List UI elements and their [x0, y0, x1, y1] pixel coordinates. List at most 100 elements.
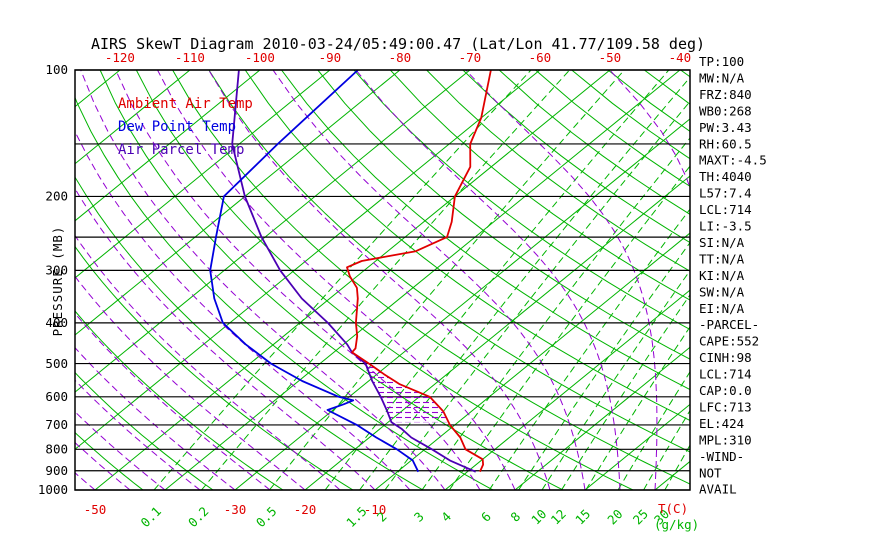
- side-panel-item: NOT: [699, 465, 722, 480]
- mixing-ratio-line: [664, 444, 690, 490]
- mixing-ratio-line: [541, 269, 690, 490]
- moist-adiabat-line: [75, 441, 131, 490]
- mixing-ratio-line: [585, 326, 690, 490]
- mixing-ratio-line: [384, 100, 690, 490]
- side-panel-item: AVAIL: [699, 482, 737, 497]
- mixing-ratio-tick-label: 0.1: [138, 504, 165, 531]
- moist-adiabat-line: [355, 70, 621, 490]
- top-temp-tick-label: -50: [599, 50, 622, 65]
- pressure-tick-label: 700: [45, 417, 68, 432]
- isotherm-line: [444, 289, 690, 490]
- pressure-tick-label: 1000: [38, 482, 68, 497]
- mixing-ratio-tick-label: 10: [528, 506, 549, 527]
- y-axis-label: PRESSURE (MB): [50, 226, 65, 337]
- side-panel-item: SI:N/A: [699, 235, 745, 250]
- isotherm-line: [374, 232, 690, 490]
- side-panel-item: FRZ:840: [699, 87, 752, 102]
- moist-adiabat-line: [272, 70, 586, 490]
- dry-adiabat-line: [644, 70, 690, 105]
- dry-adiabat-line: [208, 70, 690, 453]
- mixing-ratio-tick-label: 3: [411, 509, 427, 525]
- top-temp-tick-label: -60: [529, 50, 552, 65]
- pressure-tick-label: 300: [45, 263, 68, 278]
- side-panel-item: MPL:310: [699, 432, 752, 447]
- mixing-ratio-line: [561, 294, 690, 490]
- mixing-ratio-line: [324, 70, 670, 490]
- isotherm-line: [164, 70, 681, 490]
- pressure-tick-label: 100: [45, 62, 68, 77]
- moist-adiabat-line: [75, 312, 271, 490]
- bottom-temp-tick-label: -10: [364, 502, 387, 517]
- side-panel-item: TT:N/A: [699, 251, 745, 266]
- pressure-tick-label: 900: [45, 463, 68, 478]
- isotherm-line: [0, 70, 50, 490]
- side-panel-item: LI:-3.5: [699, 219, 752, 234]
- side-panel-item: WB0:268: [699, 103, 752, 118]
- side-panel-item: LFC:713: [699, 399, 752, 414]
- mixing-ratio-line: [518, 241, 690, 490]
- moist-adiabat-line: [609, 70, 690, 490]
- ambient-temp-curve: [346, 69, 492, 473]
- top-temp-tick-label: -100: [245, 50, 275, 65]
- isotherm-line: [584, 403, 690, 490]
- pressure-tick-label: 200: [45, 189, 68, 204]
- pressure-tick-label: 400: [45, 315, 68, 330]
- top-temp-tick-label: -110: [175, 50, 205, 65]
- temp-unit-label: T(C): [658, 501, 688, 516]
- bottom-temp-tick-label: -50: [84, 502, 107, 517]
- pressure-tick-label: 800: [45, 441, 68, 456]
- side-panel-item: CINH:98: [699, 350, 752, 365]
- mixing-ratio-tick-label: 25: [630, 506, 651, 527]
- moist-adiabat-line: [75, 411, 166, 490]
- side-panel-item: L57:7.4: [699, 186, 752, 201]
- plot-frame: [74, 69, 691, 491]
- bottom-temp-tick-label: -20: [294, 502, 317, 517]
- top-temp-tick-label: -120: [105, 50, 135, 65]
- top-temp-tick-label: -80: [389, 50, 412, 65]
- side-panel-item: MAXT:-4.5: [699, 153, 767, 168]
- mixing-ratio-line: [421, 137, 690, 490]
- bottom-temp-tick-label: -30: [224, 502, 247, 517]
- side-panel-item: PW:3.43: [699, 120, 752, 135]
- side-panel-item: -WIND-: [699, 449, 744, 464]
- isotherm-line: [75, 70, 331, 279]
- moist-adiabat-line: [75, 346, 236, 490]
- mixing-ratio-line: [269, 70, 625, 490]
- moist-adiabat-line: [75, 275, 306, 490]
- side-panel-item: CAPE:552: [699, 334, 759, 349]
- side-panel-item: -PARCEL-: [699, 317, 759, 332]
- mixing-ratio-tick-label: 0.2: [185, 504, 212, 531]
- isotherm-line: [654, 460, 690, 490]
- mixing-ratio-line: [617, 370, 690, 490]
- isotherm-line: [234, 118, 690, 490]
- side-panel-item: TH:4040: [699, 169, 752, 184]
- mixing-ratio-tick-label: 0.5: [253, 504, 280, 531]
- moist-adiabat-line: [157, 70, 516, 490]
- mixing-ratio-tick-label: 12: [548, 506, 569, 527]
- side-panel-item: CAP:0.0: [699, 383, 752, 398]
- side-panel-item: RH:60.5: [699, 136, 752, 151]
- side-panel-item: MW:N/A: [699, 70, 745, 85]
- top-temp-tick-label: -70: [459, 50, 482, 65]
- mixing-ratio-tick-label: 8: [507, 509, 523, 525]
- legend-ambient-air-temp: Ambient Air Temp: [118, 96, 253, 112]
- side-panel-item: LCL:714: [699, 202, 752, 217]
- isotherm-line: [75, 70, 401, 336]
- dry-adiabat-line: [244, 70, 690, 422]
- air-parcel-curve: [231, 69, 477, 473]
- mixing-ratio-tick-label: 20: [604, 506, 625, 527]
- isotherm-line: [75, 70, 541, 450]
- dry-adiabat-line: [75, 245, 354, 490]
- cape-hatch-area: [352, 352, 449, 423]
- mixing-ratio-line: [643, 409, 690, 490]
- chart-title: AIRS SkewT Diagram 2010-03-24/05:49:00.4…: [91, 35, 705, 53]
- dry-adiabat-line: [75, 310, 284, 490]
- mixing-ratio-line: [153, 70, 532, 490]
- isotherm-line: [75, 70, 191, 165]
- pressure-tick-label: 500: [45, 356, 68, 371]
- mixing-ratio-tick-label: 6: [478, 509, 494, 525]
- top-temp-tick-label: -90: [319, 50, 342, 65]
- side-panel-item: EI:N/A: [699, 301, 745, 316]
